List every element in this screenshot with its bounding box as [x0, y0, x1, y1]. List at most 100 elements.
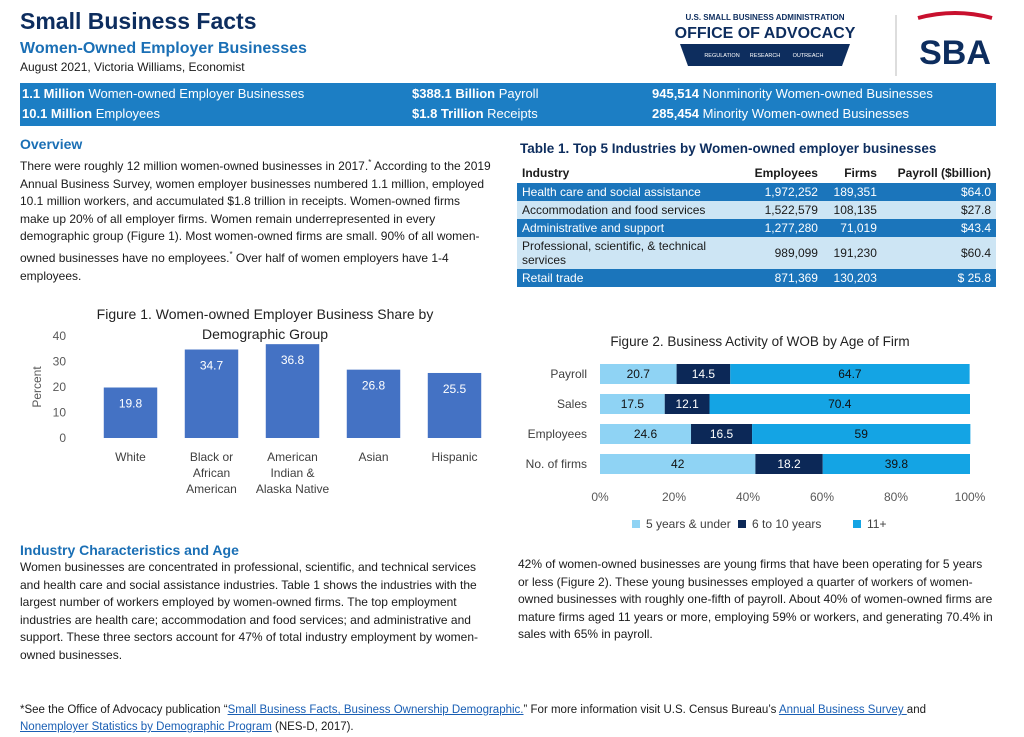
column-header: Payroll ($billion) [897, 165, 991, 180]
bar-segment [600, 394, 665, 414]
bar-segment [600, 364, 677, 384]
x-tick-label: White [115, 450, 146, 464]
x-tick-label: 80% [884, 490, 908, 504]
footnote-mark: * [229, 249, 233, 259]
bar [427, 372, 482, 438]
data-label: 19.8 [119, 397, 143, 411]
data-label: 39.8 [885, 457, 909, 471]
y-tick-label: 10 [53, 406, 67, 420]
stat-label: Employees [95, 106, 161, 121]
data-label: 64.7 [838, 367, 862, 381]
subtitle: Women-Owned Employer Businesses [20, 40, 307, 57]
industry-heading: Industry Characteristics and Age [20, 542, 239, 558]
stat: 945,514 Nonminority Women-owned Business… [652, 86, 933, 101]
legend-label: 6 to 10 years [752, 517, 821, 531]
x-tick-label: Black or African American [186, 450, 237, 496]
row: Retail trade 871,369 130,203 $ 25.8 [517, 269, 996, 287]
cell: 130,203 [833, 271, 877, 285]
x-tick-label: Hispanic [431, 450, 478, 464]
x-tick-label: 40% [736, 490, 760, 504]
data-label: 26.8 [362, 379, 386, 393]
cell: 71,019 [840, 221, 877, 235]
row: Administrative and support 1,277,280 71,01… [517, 219, 996, 237]
y-tick-label: No. of firms [526, 457, 587, 471]
data-label: 24.6 [634, 427, 658, 441]
x-tick-label: Asian [358, 450, 389, 464]
x-tick-label: American Indian & Alaska Native [255, 450, 330, 496]
logos: U.S. SMALL BUSINESS ADMINISTRATION OFFIC… [675, 11, 993, 76]
y-tick-label: 0 [59, 431, 66, 445]
cell: $27.8 [960, 203, 991, 217]
cell: $60.4 [960, 246, 991, 260]
bar-segment [730, 364, 970, 384]
y-tick-label: 30 [53, 355, 67, 369]
data-label: 16.5 [710, 427, 734, 441]
cell: Administrative and support [522, 221, 665, 235]
footnote-mark: * [368, 158, 372, 167]
stat-value: 1.1 Million [22, 86, 85, 101]
y-tick-label: 40 [53, 329, 67, 343]
cell: 191,230 [833, 246, 877, 260]
header-row: Industry Employees Firms Payroll ($billion) [517, 162, 996, 183]
bar-segment [752, 424, 971, 444]
y-tick-label: Sales [557, 397, 587, 411]
text: and [906, 704, 926, 716]
bar-segment [600, 454, 756, 474]
text: *See the Office of Advocacy publication … [20, 704, 228, 716]
logo-tag: REGULATION [704, 53, 739, 59]
x-tick-label: 100% [955, 490, 986, 504]
table-title: Table 1. Top 5 Industries by Women-owned… [520, 141, 937, 156]
cell: $64.0 [960, 185, 991, 199]
logo-tag: OUTREACH [793, 53, 824, 59]
bar-segment [709, 394, 970, 414]
stat: $1.8 Trillion Receipts [412, 106, 538, 121]
data-label: 18.2 [777, 457, 801, 471]
data-label: 25.5 [443, 382, 467, 396]
stat-label: Women-owned Employer Businesses [88, 86, 305, 101]
data-label: 14.5 [692, 367, 716, 381]
cell: 989,099 [774, 246, 818, 260]
cell: Health care and social assistance [522, 185, 701, 199]
bar [265, 344, 320, 438]
stat-value: 10.1 Million [22, 106, 93, 121]
data-label: 36.8 [281, 353, 305, 367]
link: Small Business Facts, Business Ownership… [227, 704, 524, 716]
data-label: 59 [855, 427, 869, 441]
cell: $ 25.8 [957, 271, 991, 285]
link: Annual Business Survey [778, 704, 907, 716]
cell: $43.4 [960, 221, 991, 235]
data-label: 20.7 [627, 367, 651, 381]
legend-swatch [853, 520, 861, 528]
industry-table: Industry Employees Firms Payroll ($billion)… [517, 162, 996, 287]
stat-label: Receipts [487, 106, 538, 121]
row: Accommodation and food services 1,522,579… [517, 201, 996, 219]
cell: Retail trade [522, 271, 584, 285]
industry-text: Women businesses are concentrated in pro… [20, 560, 479, 662]
overview-heading: Overview [20, 136, 83, 152]
cell: Accommodation and food services [522, 203, 706, 217]
text: Over half of women employers have 1-4 em… [20, 250, 449, 283]
stat: 285,454 Minority Women-owned Businesses [652, 106, 909, 121]
age-text: 42% of women-owned businesses are young … [518, 557, 993, 642]
logo-office: OFFICE OF ADVOCACY [675, 25, 856, 42]
stat: 10.1 Million Employees [22, 106, 160, 121]
column-header: Firms [844, 165, 877, 180]
y-tick-label: Employees [528, 427, 587, 441]
bar [184, 349, 239, 438]
row: Professional, scientific, & technical se… [517, 237, 996, 269]
cell: Professional, scientific, & technical se… [522, 239, 707, 267]
y-tick-label: 20 [53, 380, 67, 394]
row: Health care and social assistance 1,972,2… [517, 183, 996, 201]
stat: $388.1 Billion Payroll [412, 86, 538, 101]
cell: 189,351 [833, 185, 877, 199]
data-label: 70.4 [828, 397, 852, 411]
stat-label: Nonminority Women-owned Businesses [702, 86, 933, 101]
data-label: 42 [671, 457, 685, 471]
bar-segment [676, 364, 731, 384]
link: Nonemployer Statistics by Demographic Pr… [20, 721, 272, 733]
legend-swatch [738, 520, 746, 528]
legend-swatch [632, 520, 640, 528]
overview-text: There were roughly 12 million women-owne… [20, 154, 492, 285]
logo-tag: RESEARCH [750, 53, 781, 59]
